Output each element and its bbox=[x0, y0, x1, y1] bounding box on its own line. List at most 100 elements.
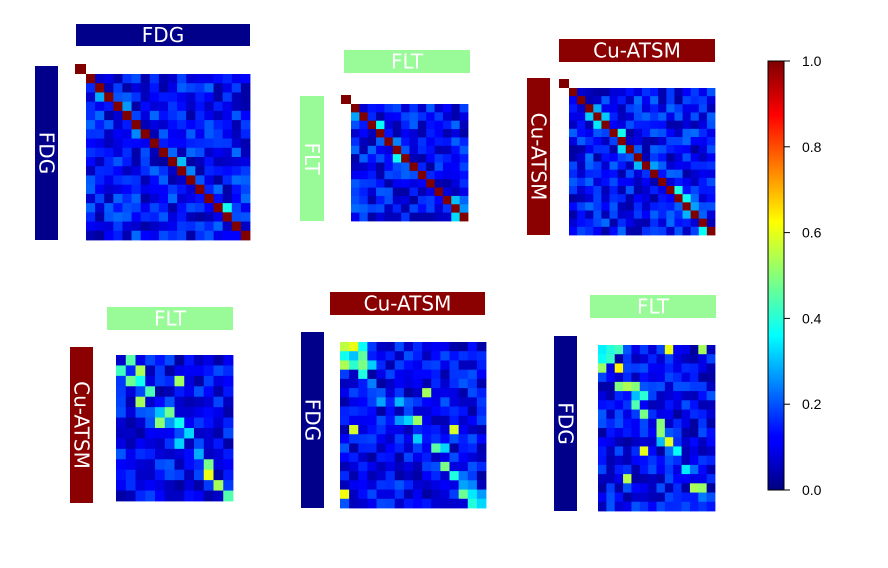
heatmap-cell bbox=[698, 153, 708, 162]
heatmap-cell bbox=[609, 145, 619, 154]
heatmap-cell bbox=[367, 489, 377, 500]
heatmap-cell bbox=[417, 195, 427, 205]
heatmap-cell bbox=[125, 417, 136, 429]
heatmap-cell bbox=[698, 372, 708, 383]
heatmap-cell bbox=[656, 363, 666, 374]
heatmap-cell bbox=[194, 428, 205, 439]
heatmap-cell bbox=[593, 128, 602, 138]
heatmap-cell bbox=[222, 193, 233, 204]
heatmap-cell bbox=[392, 154, 402, 163]
column-label-bar bbox=[590, 295, 716, 318]
heatmap-cell bbox=[451, 187, 461, 197]
heatmap-cell bbox=[658, 218, 667, 228]
heatmap-cell bbox=[656, 400, 666, 410]
heatmap-cell bbox=[186, 203, 196, 213]
heatmap-cell bbox=[413, 425, 423, 435]
heatmap-cell bbox=[434, 204, 444, 214]
heatmap-cell bbox=[195, 74, 205, 84]
heatmap-cell bbox=[145, 448, 156, 460]
heatmap-cell bbox=[569, 218, 578, 228]
heatmap-cell bbox=[409, 104, 419, 113]
heatmap-cell bbox=[222, 157, 233, 167]
heatmap-cell bbox=[467, 378, 478, 389]
heatmap-cell bbox=[625, 96, 635, 105]
heatmap-cell bbox=[392, 145, 402, 155]
heatmap-cell bbox=[623, 483, 632, 493]
heatmap-cell bbox=[376, 378, 387, 389]
heatmap-cell bbox=[413, 406, 423, 417]
heatmap-cell bbox=[650, 186, 659, 195]
heatmap-cell bbox=[213, 396, 224, 408]
heatmap-cell bbox=[177, 166, 187, 176]
heatmap-cell bbox=[648, 418, 657, 429]
heatmap-cell bbox=[186, 110, 196, 121]
heatmap-cell bbox=[358, 471, 368, 481]
heatmap-cell bbox=[86, 221, 96, 232]
heatmap-cell bbox=[222, 83, 233, 93]
heatmap-cell bbox=[664, 354, 674, 364]
heatmap-cell bbox=[376, 443, 387, 454]
heatmap-cell bbox=[122, 92, 132, 103]
heatmap-cell bbox=[673, 400, 682, 410]
heatmap-cell bbox=[194, 417, 205, 429]
heatmap-cell bbox=[440, 397, 450, 407]
heatmap-cell bbox=[601, 96, 610, 105]
heatmap-cell bbox=[164, 386, 175, 398]
column-label: FLT bbox=[154, 307, 187, 331]
heatmap-cell bbox=[642, 177, 651, 187]
heatmap-cell bbox=[476, 351, 487, 361]
heatmap-cell bbox=[431, 452, 441, 463]
heatmap-cell bbox=[426, 187, 435, 197]
heatmap-cell bbox=[164, 448, 175, 460]
heatmap-cell bbox=[625, 161, 635, 171]
heatmap-cell bbox=[706, 391, 716, 401]
heatmap-cell bbox=[113, 221, 123, 232]
heatmap-cell bbox=[213, 120, 224, 130]
heatmap-cell bbox=[204, 110, 214, 121]
heatmap-cell bbox=[459, 204, 469, 214]
heatmap-cell bbox=[349, 425, 359, 435]
heatmap-cell bbox=[698, 128, 708, 138]
heatmap-cell bbox=[384, 129, 394, 138]
heatmap-cell bbox=[476, 480, 487, 490]
heatmap-cell bbox=[122, 138, 132, 149]
heatmap-cell bbox=[682, 96, 692, 105]
heatmap-cell bbox=[367, 170, 377, 180]
heatmap-cell bbox=[681, 381, 691, 392]
heatmap-cell bbox=[351, 154, 360, 163]
heatmap-cell bbox=[213, 459, 224, 471]
heatmap-cell bbox=[367, 179, 377, 188]
heatmap-cell bbox=[609, 137, 619, 146]
heatmap-cell bbox=[223, 355, 234, 366]
heatmap-cell bbox=[569, 194, 578, 203]
heatmap-cell bbox=[376, 360, 387, 371]
heatmap-cell bbox=[698, 474, 708, 484]
heatmap-cell bbox=[664, 381, 674, 392]
heatmap-cell bbox=[394, 498, 405, 509]
heatmap-cell bbox=[409, 145, 419, 155]
heatmap-cell bbox=[633, 161, 643, 171]
heatmap-cell bbox=[122, 157, 132, 167]
heatmap-cell bbox=[625, 177, 635, 187]
heatmap-cell bbox=[458, 489, 469, 500]
heatmap-cell bbox=[86, 74, 96, 84]
heatmap-cell bbox=[426, 179, 435, 188]
heatmap-cell bbox=[349, 360, 359, 371]
heatmap-cell bbox=[434, 145, 444, 155]
heatmap-cell bbox=[606, 437, 616, 447]
heatmap-cell bbox=[213, 355, 224, 366]
heatmap-cell bbox=[648, 464, 657, 475]
heatmap-cell bbox=[149, 74, 160, 84]
heatmap-cell bbox=[426, 112, 435, 122]
heatmap-cell bbox=[681, 409, 691, 420]
heatmap-cell bbox=[467, 351, 478, 361]
heatmap-cell bbox=[467, 397, 478, 407]
heatmap-cell bbox=[422, 415, 432, 426]
heatmap-cell bbox=[633, 145, 643, 154]
heatmap-cell bbox=[674, 161, 683, 171]
heatmap-cell bbox=[431, 461, 441, 472]
heatmap-cell bbox=[140, 101, 151, 112]
heatmap-cell bbox=[598, 354, 607, 364]
heatmap-cell bbox=[706, 428, 716, 438]
column-label: FLT bbox=[391, 50, 424, 74]
